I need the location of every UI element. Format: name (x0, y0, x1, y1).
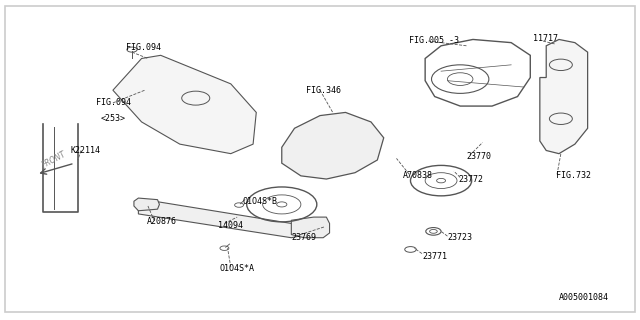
Text: <253>: <253> (100, 114, 125, 123)
Text: FRONT: FRONT (40, 149, 67, 170)
Polygon shape (282, 112, 384, 179)
Text: 23769: 23769 (291, 233, 316, 242)
Text: A005001084: A005001084 (559, 293, 609, 302)
Text: FIG.346: FIG.346 (306, 86, 341, 95)
Text: A20876: A20876 (147, 217, 177, 226)
Text: 23772: 23772 (459, 174, 484, 184)
Text: 23723: 23723 (447, 233, 472, 242)
Text: 23770: 23770 (467, 152, 492, 161)
Text: FIG.005 -3: FIG.005 -3 (409, 36, 460, 44)
Polygon shape (291, 217, 330, 238)
Text: 14094: 14094 (218, 220, 243, 229)
Polygon shape (134, 198, 159, 211)
Text: 11717: 11717 (534, 34, 559, 43)
Text: O1O4S*B: O1O4S*B (243, 197, 277, 206)
Polygon shape (113, 55, 256, 154)
Text: 23771: 23771 (422, 252, 447, 261)
Polygon shape (138, 200, 307, 238)
Text: FIG.094: FIG.094 (125, 43, 161, 52)
Text: A70838: A70838 (403, 171, 433, 180)
Text: FIG.094: FIG.094 (96, 99, 131, 108)
Text: FIG.732: FIG.732 (556, 171, 591, 180)
Text: K22114: K22114 (70, 146, 100, 155)
Polygon shape (540, 39, 588, 154)
Text: O1O4S*A: O1O4S*A (220, 264, 254, 273)
